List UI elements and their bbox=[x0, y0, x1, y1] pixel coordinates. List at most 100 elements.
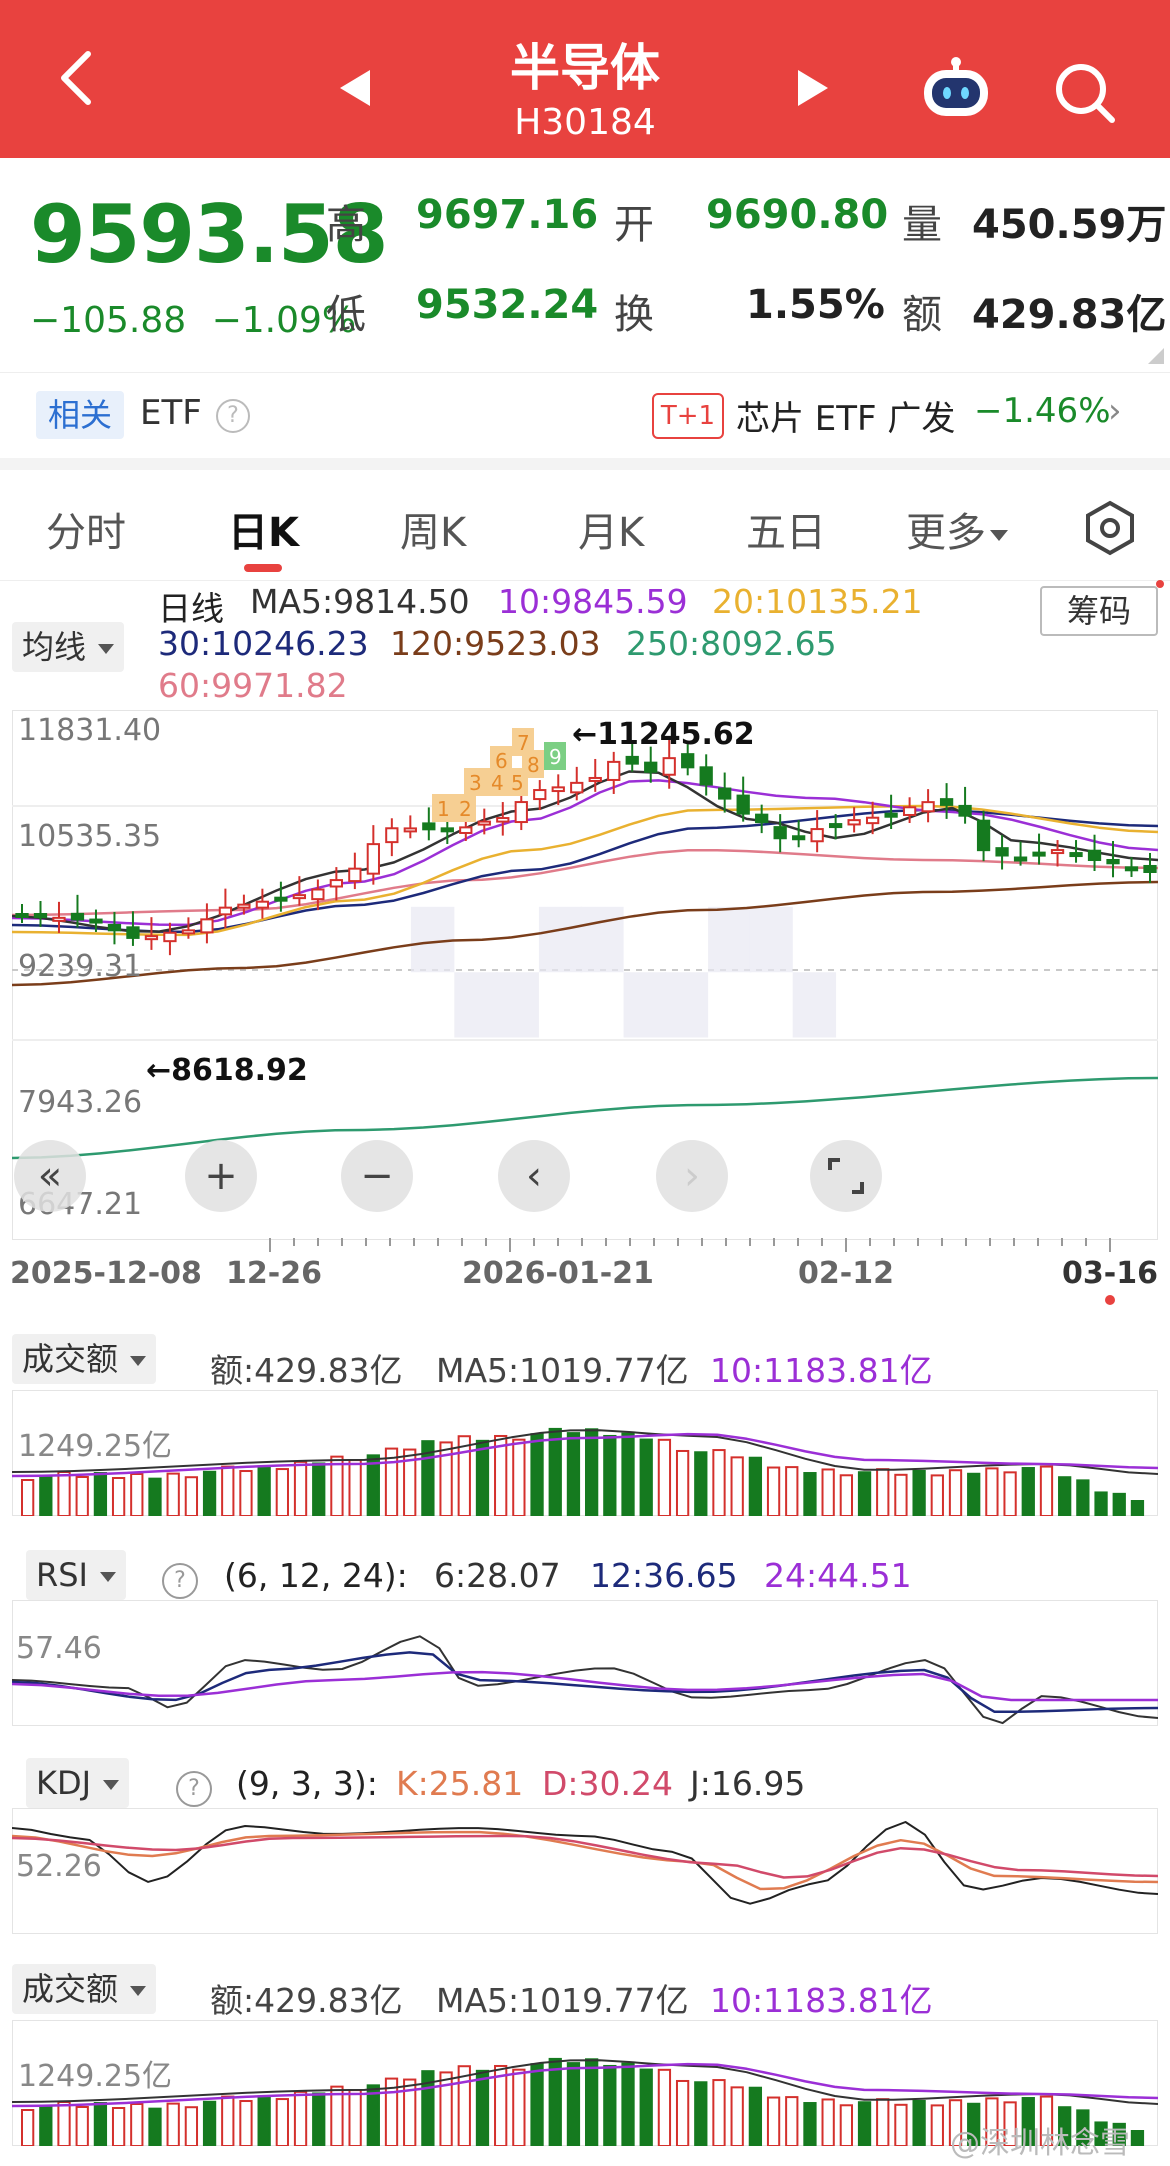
kdj-k: K:25.81 bbox=[396, 1764, 524, 1803]
tab-weekly-k[interactable]: 周K bbox=[400, 510, 467, 556]
help-icon[interactable]: ? bbox=[162, 1563, 198, 1599]
scroll-right-button[interactable]: › bbox=[656, 1140, 728, 1212]
sequence-badge-label: 7 bbox=[517, 731, 530, 755]
volume-bar bbox=[312, 1462, 326, 1516]
rewind-button[interactable]: « bbox=[14, 1140, 86, 1212]
ma-selector[interactable]: 均线 bbox=[12, 622, 125, 672]
ma-selector-label: 均线 bbox=[22, 628, 87, 666]
volume-ma10-line bbox=[12, 1432, 1158, 1478]
volume-bar bbox=[876, 1468, 890, 1516]
candle-body bbox=[625, 755, 639, 765]
back-icon[interactable] bbox=[48, 48, 108, 108]
candle-body bbox=[1106, 859, 1120, 865]
candle-body bbox=[570, 781, 584, 794]
kdj-k-line bbox=[12, 1830, 1158, 1891]
volume-bar bbox=[512, 1438, 526, 1516]
kdj-selector[interactable]: KDJ bbox=[26, 1758, 130, 1808]
rsi-12: 12:36.65 bbox=[590, 1556, 738, 1595]
robot-assistant-icon[interactable] bbox=[920, 56, 992, 120]
volume-bar bbox=[1021, 2097, 1035, 2146]
volume-chart[interactable]: 1249.25亿 bbox=[12, 1390, 1158, 1516]
volume-bar bbox=[803, 2102, 817, 2146]
rsi-chart[interactable]: 57.46 bbox=[12, 1600, 1158, 1726]
related-etf-row[interactable]: 相关 ETF ? T+1 芯片 ETF 广发 −1.46% › bbox=[0, 372, 1170, 459]
ma120-line bbox=[12, 880, 1158, 987]
y-label-3: 9239.31 bbox=[18, 949, 142, 984]
tab-five-day[interactable]: 五日 bbox=[746, 510, 826, 556]
volume2-chart[interactable]: 1249.25亿 bbox=[12, 2020, 1158, 2146]
volume2-y-label: 1249.25亿 bbox=[18, 2059, 172, 2094]
volume-bar bbox=[894, 1473, 908, 1516]
caret-down-icon bbox=[130, 1356, 147, 1366]
volume-bar bbox=[1094, 1491, 1108, 1516]
volume-bar bbox=[857, 1471, 872, 1516]
volume-bar bbox=[948, 2099, 963, 2146]
volume-bar bbox=[530, 1433, 544, 1516]
tab-monthly-k[interactable]: 月K bbox=[578, 510, 645, 556]
candle-body bbox=[718, 787, 732, 800]
next-arrow-icon[interactable] bbox=[798, 70, 828, 106]
volume-bar bbox=[439, 1441, 453, 1516]
volume-bar bbox=[785, 1466, 799, 1516]
rsi-help[interactable]: ? bbox=[162, 1556, 198, 1599]
change-value: −105.88 bbox=[30, 300, 187, 341]
volume-bar bbox=[1130, 2130, 1145, 2146]
candle-body bbox=[810, 828, 824, 843]
volume2-selector[interactable]: 成交额 bbox=[12, 1964, 157, 2014]
volume-amount: 额:429.83亿 bbox=[210, 1351, 403, 1390]
volume-bar bbox=[421, 2070, 435, 2146]
etf-change: −1.46% bbox=[974, 391, 1111, 431]
candle-body bbox=[1124, 866, 1139, 872]
volume-selector-label: 成交额 bbox=[22, 1340, 119, 1378]
zoom-out-button[interactable]: − bbox=[341, 1140, 413, 1212]
volume-bars bbox=[21, 1427, 1145, 1516]
tab-intraday[interactable]: 分时 bbox=[46, 510, 126, 556]
volume-bar bbox=[202, 2100, 217, 2146]
rsi-selector[interactable]: RSI bbox=[26, 1550, 126, 1600]
volume-bar bbox=[821, 2098, 835, 2146]
zoom-in-button[interactable]: + bbox=[185, 1140, 257, 1212]
x-label-5: 03-16 bbox=[1062, 1256, 1158, 1291]
low-label: 低 bbox=[326, 292, 366, 338]
volume-selector[interactable]: 成交额 bbox=[12, 1334, 157, 1384]
turnover-value: 1.55% bbox=[746, 282, 885, 328]
kdj-chart[interactable]: 52.26 bbox=[12, 1808, 1158, 1934]
tab-daily-k[interactable]: 日K bbox=[228, 510, 299, 556]
help-icon[interactable]: ? bbox=[176, 1771, 212, 1807]
help-icon[interactable]: ? bbox=[216, 399, 250, 433]
volume2-ma-lines bbox=[12, 2059, 1158, 2108]
volume-bar bbox=[603, 1434, 617, 1516]
sequence-badge bbox=[522, 750, 544, 778]
volume2-ma10: 10:1183.81亿 bbox=[710, 1981, 933, 2020]
etf-name[interactable]: 芯片 ETF 广发 bbox=[736, 399, 956, 439]
scroll-left-button[interactable]: ‹ bbox=[498, 1140, 570, 1212]
volume-bar bbox=[57, 1471, 71, 1516]
ma250-line bbox=[12, 1076, 1158, 1160]
open-value: 9690.80 bbox=[706, 192, 889, 238]
search-icon[interactable] bbox=[1050, 58, 1120, 128]
corner-fold-icon bbox=[1148, 348, 1164, 364]
volume-bar bbox=[1003, 1471, 1017, 1516]
previous-arrow-icon[interactable] bbox=[340, 70, 370, 106]
candle-body bbox=[477, 820, 491, 826]
rsi24-line bbox=[12, 1670, 1158, 1702]
chevron-right-icon[interactable]: › bbox=[1108, 391, 1122, 431]
volume-bar bbox=[39, 1475, 53, 1516]
sequence-badge bbox=[432, 794, 454, 822]
low-marker: ←8618.92 bbox=[146, 1053, 308, 1088]
top-bar: 半导体 H30184 bbox=[0, 0, 1170, 158]
sequence-badge bbox=[490, 746, 512, 774]
candle-body bbox=[200, 918, 214, 934]
tab-more[interactable]: 更多 bbox=[906, 500, 1008, 558]
volume-bar bbox=[712, 2079, 726, 2146]
chip-distribution-button[interactable]: 筹码 bbox=[1040, 586, 1158, 636]
volume-bar bbox=[766, 2096, 781, 2146]
settings-icon[interactable] bbox=[1082, 500, 1138, 556]
fullscreen-button[interactable] bbox=[810, 1140, 882, 1212]
volume-bar bbox=[894, 2103, 908, 2146]
volume2-selector-label: 成交额 bbox=[22, 1970, 119, 2008]
volume-bar bbox=[985, 1467, 999, 1516]
kdj-help[interactable]: ? bbox=[176, 1764, 212, 1807]
sequence-badge bbox=[512, 728, 534, 756]
